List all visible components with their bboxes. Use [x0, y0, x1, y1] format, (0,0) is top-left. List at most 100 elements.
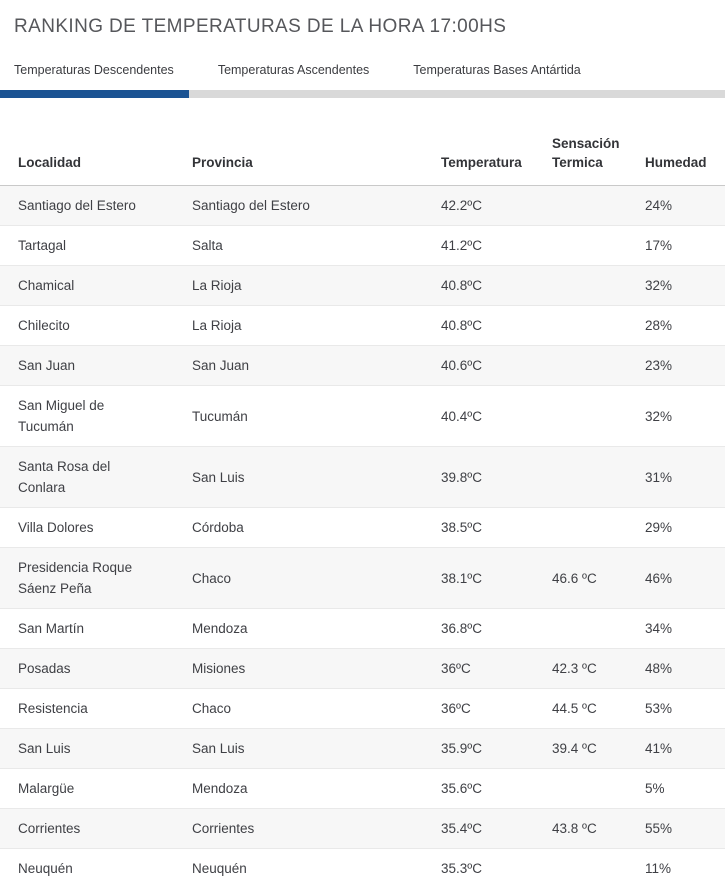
column-header-localidad: Localidad	[0, 98, 192, 186]
table-row: San Miguel de Tucumán Tucumán 40.4ºC 32%	[0, 385, 725, 447]
column-header-provincia: Provincia	[192, 98, 441, 186]
cell-humedad: 24%	[645, 185, 725, 226]
table-row: Neuquén Neuquén 35.3ºC 11%	[0, 848, 725, 877]
cell-sensacion	[552, 446, 645, 508]
cell-sensacion	[552, 185, 645, 226]
tab-temperaturas-bases-antartida[interactable]: Temperaturas Bases Antártida	[413, 63, 581, 77]
cell-temperatura: 35.4ºC	[441, 808, 552, 849]
cell-humedad: 34%	[645, 608, 725, 649]
cell-temperatura: 36.8ºC	[441, 608, 552, 649]
cell-humedad: 5%	[645, 768, 725, 809]
cell-temperatura: 40.8ºC	[441, 265, 552, 306]
table-row: San Luis San Luis 35.9ºC 39.4 ºC 41%	[0, 728, 725, 769]
cell-humedad: 48%	[645, 648, 725, 689]
cell-humedad: 41%	[645, 728, 725, 769]
table-header: Localidad Provincia Temperatura Sensació…	[0, 98, 725, 186]
cell-humedad: 55%	[645, 808, 725, 849]
cell-humedad: 29%	[645, 507, 725, 548]
cell-provincia: Chaco	[192, 547, 441, 609]
table-row: Posadas Misiones 36ºC 42.3 ºC 48%	[0, 648, 725, 689]
cell-provincia: Misiones	[192, 648, 441, 689]
cell-sensacion	[552, 507, 645, 548]
table-row: Santa Rosa del Conlara San Luis 39.8ºC 31%	[0, 446, 725, 508]
cell-temperatura: 40.8ºC	[441, 305, 552, 346]
tab-temperaturas-descendentes[interactable]: Temperaturas Descendentes	[14, 63, 174, 77]
cell-localidad: Tartagal	[0, 225, 192, 266]
cell-temperatura: 38.5ºC	[441, 507, 552, 548]
cell-humedad: 53%	[645, 688, 725, 729]
cell-provincia: Santiago del Estero	[192, 185, 441, 226]
temperature-table: Localidad Provincia Temperatura Sensació…	[0, 98, 725, 877]
page-title: RANKING DE TEMPERATURAS DE LA HORA 17:00…	[14, 16, 507, 37]
cell-provincia: Mendoza	[192, 608, 441, 649]
cell-sensacion	[552, 345, 645, 386]
column-header-humedad: Humedad	[645, 98, 725, 186]
cell-localidad: Neuquén	[0, 848, 192, 877]
cell-provincia: San Luis	[192, 728, 441, 769]
cell-sensacion	[552, 305, 645, 346]
column-header-temperatura: Temperatura	[441, 98, 552, 186]
cell-temperatura: 38.1ºC	[441, 547, 552, 609]
cell-temperatura: 35.9ºC	[441, 728, 552, 769]
cell-temperatura: 42.2ºC	[441, 185, 552, 226]
table-row: Corrientes Corrientes 35.4ºC 43.8 ºC 55%	[0, 808, 725, 849]
table-row: Santiago del Estero Santiago del Estero 42…	[0, 185, 725, 226]
cell-humedad: 17%	[645, 225, 725, 266]
cell-temperatura: 35.3ºC	[441, 848, 552, 877]
table-row: Resistencia Chaco 36ºC 44.5 ºC 53%	[0, 688, 725, 729]
cell-localidad: Santiago del Estero	[0, 185, 192, 226]
table-row: Chamical La Rioja 40.8ºC 32%	[0, 265, 725, 306]
tab-indicator-track	[0, 90, 725, 98]
cell-sensacion	[552, 848, 645, 877]
table-row: San Martín Mendoza 36.8ºC 34%	[0, 608, 725, 649]
cell-sensacion	[552, 265, 645, 306]
table-row: Malargüe Mendoza 35.6ºC 5%	[0, 768, 725, 809]
cell-humedad: 32%	[645, 265, 725, 306]
cell-temperatura: 41.2ºC	[441, 225, 552, 266]
cell-temperatura: 35.6ºC	[441, 768, 552, 809]
active-tab-indicator	[0, 90, 189, 98]
cell-localidad: Villa Dolores	[0, 507, 192, 548]
cell-provincia: Tucumán	[192, 385, 441, 447]
cell-sensacion	[552, 225, 645, 266]
cell-sensacion: 43.8 ºC	[552, 808, 645, 849]
cell-humedad: 11%	[645, 848, 725, 877]
cell-localidad: Chamical	[0, 265, 192, 306]
cell-localidad: San Martín	[0, 608, 192, 649]
cell-localidad: Corrientes	[0, 808, 192, 849]
table-row: Presidencia Roque Sáenz Peña Chaco 38.1ºC 4…	[0, 547, 725, 609]
cell-provincia: Salta	[192, 225, 441, 266]
cell-localidad: Chilecito	[0, 305, 192, 346]
table-body: Santiago del Estero Santiago del Estero 42…	[0, 185, 725, 877]
cell-localidad: Malargüe	[0, 768, 192, 809]
cell-provincia: Córdoba	[192, 507, 441, 548]
cell-temperatura: 36ºC	[441, 688, 552, 729]
cell-temperatura: 40.6ºC	[441, 345, 552, 386]
table-row: San Juan San Juan 40.6ºC 23%	[0, 345, 725, 386]
cell-localidad: San Miguel de Tucumán	[0, 385, 192, 447]
cell-humedad: 31%	[645, 446, 725, 508]
tab-temperaturas-ascendentes[interactable]: Temperaturas Ascendentes	[217, 63, 370, 77]
column-header-sensacion-termica: Sensación Termica	[552, 98, 645, 186]
table-header-row: Localidad Provincia Temperatura Sensació…	[0, 98, 725, 186]
cell-provincia: San Juan	[192, 345, 441, 386]
cell-localidad: San Juan	[0, 345, 192, 386]
cell-sensacion: 44.5 ºC	[552, 688, 645, 729]
cell-localidad: Santa Rosa del Conlara	[0, 446, 192, 508]
cell-provincia: Mendoza	[192, 768, 441, 809]
cell-humedad: 46%	[645, 547, 725, 609]
cell-provincia: San Luis	[192, 446, 441, 508]
cell-temperatura: 36ºC	[441, 648, 552, 689]
cell-provincia: La Rioja	[192, 265, 441, 306]
cell-provincia: Chaco	[192, 688, 441, 729]
cell-localidad: Posadas	[0, 648, 192, 689]
cell-provincia: Neuquén	[192, 848, 441, 877]
cell-humedad: 32%	[645, 385, 725, 447]
cell-localidad: Presidencia Roque Sáenz Peña	[0, 547, 192, 609]
cell-sensacion: 39.4 ºC	[552, 728, 645, 769]
table-row: Villa Dolores Córdoba 38.5ºC 29%	[0, 507, 725, 548]
cell-temperatura: 39.8ºC	[441, 446, 552, 508]
cell-localidad: Resistencia	[0, 688, 192, 729]
table-row: Chilecito La Rioja 40.8ºC 28%	[0, 305, 725, 346]
